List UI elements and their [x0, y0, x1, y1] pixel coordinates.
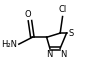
Text: H₂N: H₂N: [1, 40, 17, 49]
Text: O: O: [25, 10, 31, 19]
Text: Cl: Cl: [58, 6, 67, 14]
Text: N: N: [46, 50, 53, 59]
Text: N: N: [60, 50, 66, 59]
Text: S: S: [69, 29, 74, 38]
